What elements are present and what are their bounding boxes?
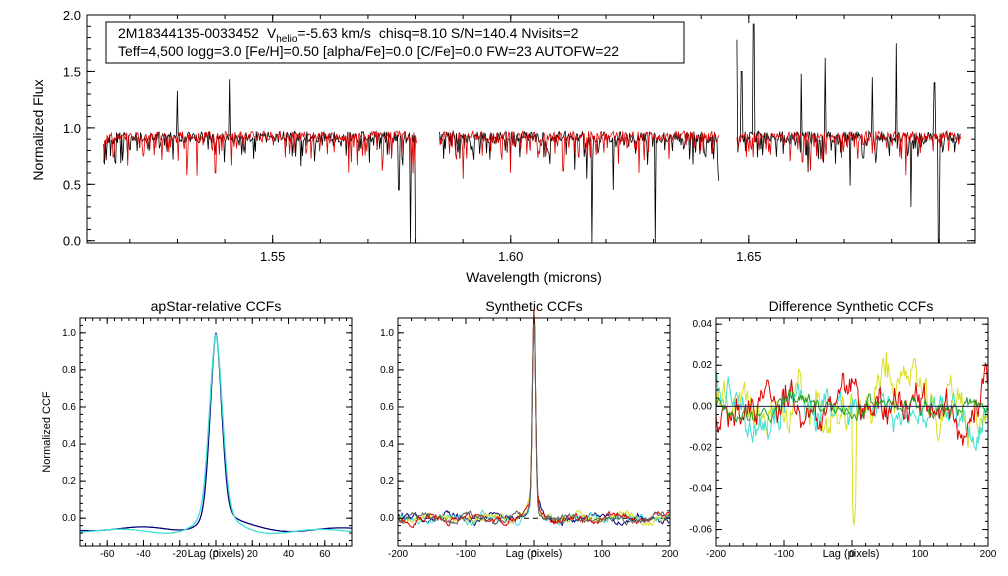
velocity-subscript: helio — [276, 34, 298, 45]
synthetic-ccf-x-tick-label: -200 — [388, 549, 408, 560]
difference-ccf-x-tick-label: 0 — [849, 549, 855, 560]
apstar-ccf-y-tick-label: 1.0 — [62, 328, 76, 339]
synthetic-ccf-y-tick-label: 0.0 — [380, 513, 394, 524]
synthetic-ccf-ticks: -200 -100 0 100 200 0.0 0.2 0.4 0.6 0.8 1.0 — [380, 317, 679, 560]
spectrum-x-tick-label: 1.65 — [736, 249, 761, 264]
spectrum-y-tick-label: 0.5 — [63, 177, 81, 192]
difference-ccf-y-tick-label: 0.00 — [693, 401, 713, 412]
apstar-ccf-x-tick-label: 20 — [247, 549, 259, 560]
info-box-frame — [105, 21, 685, 64]
velocity-label: V — [267, 25, 277, 41]
info-box: 2M18344135-0033452 Vhelio=-5.63 km/s chisq… — [105, 21, 685, 64]
apstar-ccf-ticks: -60 -40 -20 0 20 40 60 0.0 0.2 0.4 0.6 0.8 1.0 — [62, 317, 352, 560]
spectrum-x-tick-label: 1.55 — [260, 249, 285, 264]
synthetic-ccf-y-tick-label: 0.6 — [380, 402, 394, 413]
synthetic-ccf-template-3-line — [397, 308, 670, 527]
apstar-ccf-visit-2-line — [79, 333, 352, 535]
difference-ccf-ticks: -200 -100 0 100 200 -0.06 -0.04 -0.02 0.00 0.02 0.… — [689, 318, 997, 560]
spectrum-plot-frame — [86, 14, 976, 244]
apstar-ccf-frame — [79, 317, 353, 547]
spectrum-synthetic-line — [103, 129, 961, 179]
difference-ccf-y-tick-label: -0.04 — [689, 483, 712, 494]
spectrum-x-label: Wavelength (microns) — [466, 269, 602, 285]
velocity-value: =-5.63 km/s — [297, 25, 371, 41]
synthetic-ccf-x-tick-label: -100 — [456, 549, 476, 560]
apstar-ccf-visit-1-line — [80, 332, 352, 533]
difference-ccf-y-tick-label: 0.02 — [693, 360, 713, 371]
synthetic-ccf-panel: Synthetic CCFs -200 -100 0 100 200 0.0 0.2 0.4 0… — [380, 298, 679, 560]
synthetic-ccf-frame — [397, 317, 671, 547]
synthetic-ccf-y-tick-label: 0.2 — [380, 476, 394, 487]
difference-ccf-y-tick-label: -0.02 — [689, 442, 712, 453]
spectrum-series-group — [103, 23, 961, 244]
difference-ccf-x-label: Lag (pixels) — [823, 548, 880, 560]
synthetic-ccf-y-tick-label: 0.8 — [380, 365, 394, 376]
apstar-ccf-x-tick-label: 0 — [213, 549, 219, 560]
difference-ccf-diff-1-line — [715, 352, 988, 526]
difference-ccf-y-tick-label: -0.06 — [689, 525, 712, 536]
difference-ccf-x-tick-label: -200 — [706, 549, 726, 560]
apstar-ccf-y-tick-label: 0.0 — [62, 513, 76, 524]
spectrum-y-tick-label: 0.0 — [63, 234, 81, 249]
spectrum-y-tick-label: 2.0 — [63, 8, 81, 23]
apstar-ccf-x-tick-label: -20 — [173, 549, 188, 560]
apstar-ccf-y-tick-label: 0.4 — [62, 439, 76, 450]
apstar-ccf-y-tick-label: 0.6 — [62, 402, 76, 413]
spectrum-y-tick-label: 1.5 — [63, 64, 81, 79]
synthetic-ccf-y-tick-label: 1.0 — [380, 328, 394, 339]
apstar-ccf-x-tick-label: -40 — [136, 549, 151, 560]
synthetic-ccf-x-tick-label: 100 — [594, 549, 611, 560]
difference-ccf-diff-2-line — [715, 373, 988, 451]
info-line-2: Teff=4,500 logg=3.0 [Fe/H]=0.50 [alpha/F… — [118, 43, 619, 59]
apstar-ccf-y-tick-label: 0.2 — [62, 476, 76, 487]
apstar-ccf-title: apStar-relative CCFs — [151, 298, 282, 314]
apstar-ccf-x-tick-label: 60 — [319, 549, 331, 560]
spectrum-ticks: 1.55 1.60 1.65 0.0 0.5 1.0 1.5 2.0 — [63, 8, 975, 264]
spectrum-panel: 1.55 1.60 1.65 0.0 0.5 1.0 1.5 2.0 Wavelength (… — [30, 8, 976, 285]
difference-ccf-title: Difference Synthetic CCFs — [769, 298, 934, 314]
apstar-ccf-panel: apStar-relative CCFs -60 -40 -20 0 20 40 60 0.0… — [41, 298, 353, 560]
difference-ccf-diff-3-line — [715, 362, 988, 446]
difference-ccf-x-tick-label: 200 — [980, 549, 997, 560]
synthetic-ccf-x-tick-label: 0 — [531, 549, 537, 560]
difference-ccf-x-tick-label: 100 — [912, 549, 929, 560]
synthetic-ccf-x-tick-label: 200 — [662, 549, 679, 560]
synthetic-ccf-title: Synthetic CCFs — [485, 298, 582, 314]
apstar-ccf-x-tick-label: -60 — [100, 549, 115, 560]
apstar-ccf-y-label: Normalized CCF — [41, 391, 53, 473]
apstar-ccf-series-group — [79, 332, 352, 535]
star-name: 2M18344135-0033452 — [118, 25, 259, 41]
spectrum-y-label: Normalized Flux — [30, 79, 46, 180]
difference-ccf-panel: Difference Synthetic CCFs -200 -100 0 100 20… — [689, 298, 997, 560]
apstar-ccf-x-tick-label: 40 — [283, 549, 295, 560]
difference-ccf-series-group — [715, 352, 988, 526]
synthetic-ccf-template-1-line — [397, 314, 670, 527]
synthetic-ccf-template-5-line — [397, 312, 670, 526]
synthetic-ccf-x-label: Lag (pixels) — [506, 548, 563, 560]
apstar-ccf-y-tick-label: 0.8 — [62, 365, 76, 376]
synthetic-ccf-series-group — [397, 308, 670, 529]
fit-stats: chisq=8.10 S/N=140.4 Nvisits=2 — [379, 25, 579, 41]
synthetic-ccf-y-tick-label: 0.4 — [380, 439, 394, 450]
difference-ccf-x-tick-label: -100 — [774, 549, 794, 560]
apstar-ccf-x-label: Lag (pixels) — [188, 548, 245, 560]
difference-ccf-y-tick-label: 0.04 — [693, 319, 713, 330]
info-line-1: 2M18344135-0033452 Vhelio=-5.63 km/s chisq… — [118, 25, 579, 45]
spectrum-x-tick-label: 1.60 — [498, 249, 523, 264]
difference-ccf-diff-4-line — [715, 389, 988, 425]
spectrum-y-tick-label: 1.0 — [63, 121, 81, 136]
